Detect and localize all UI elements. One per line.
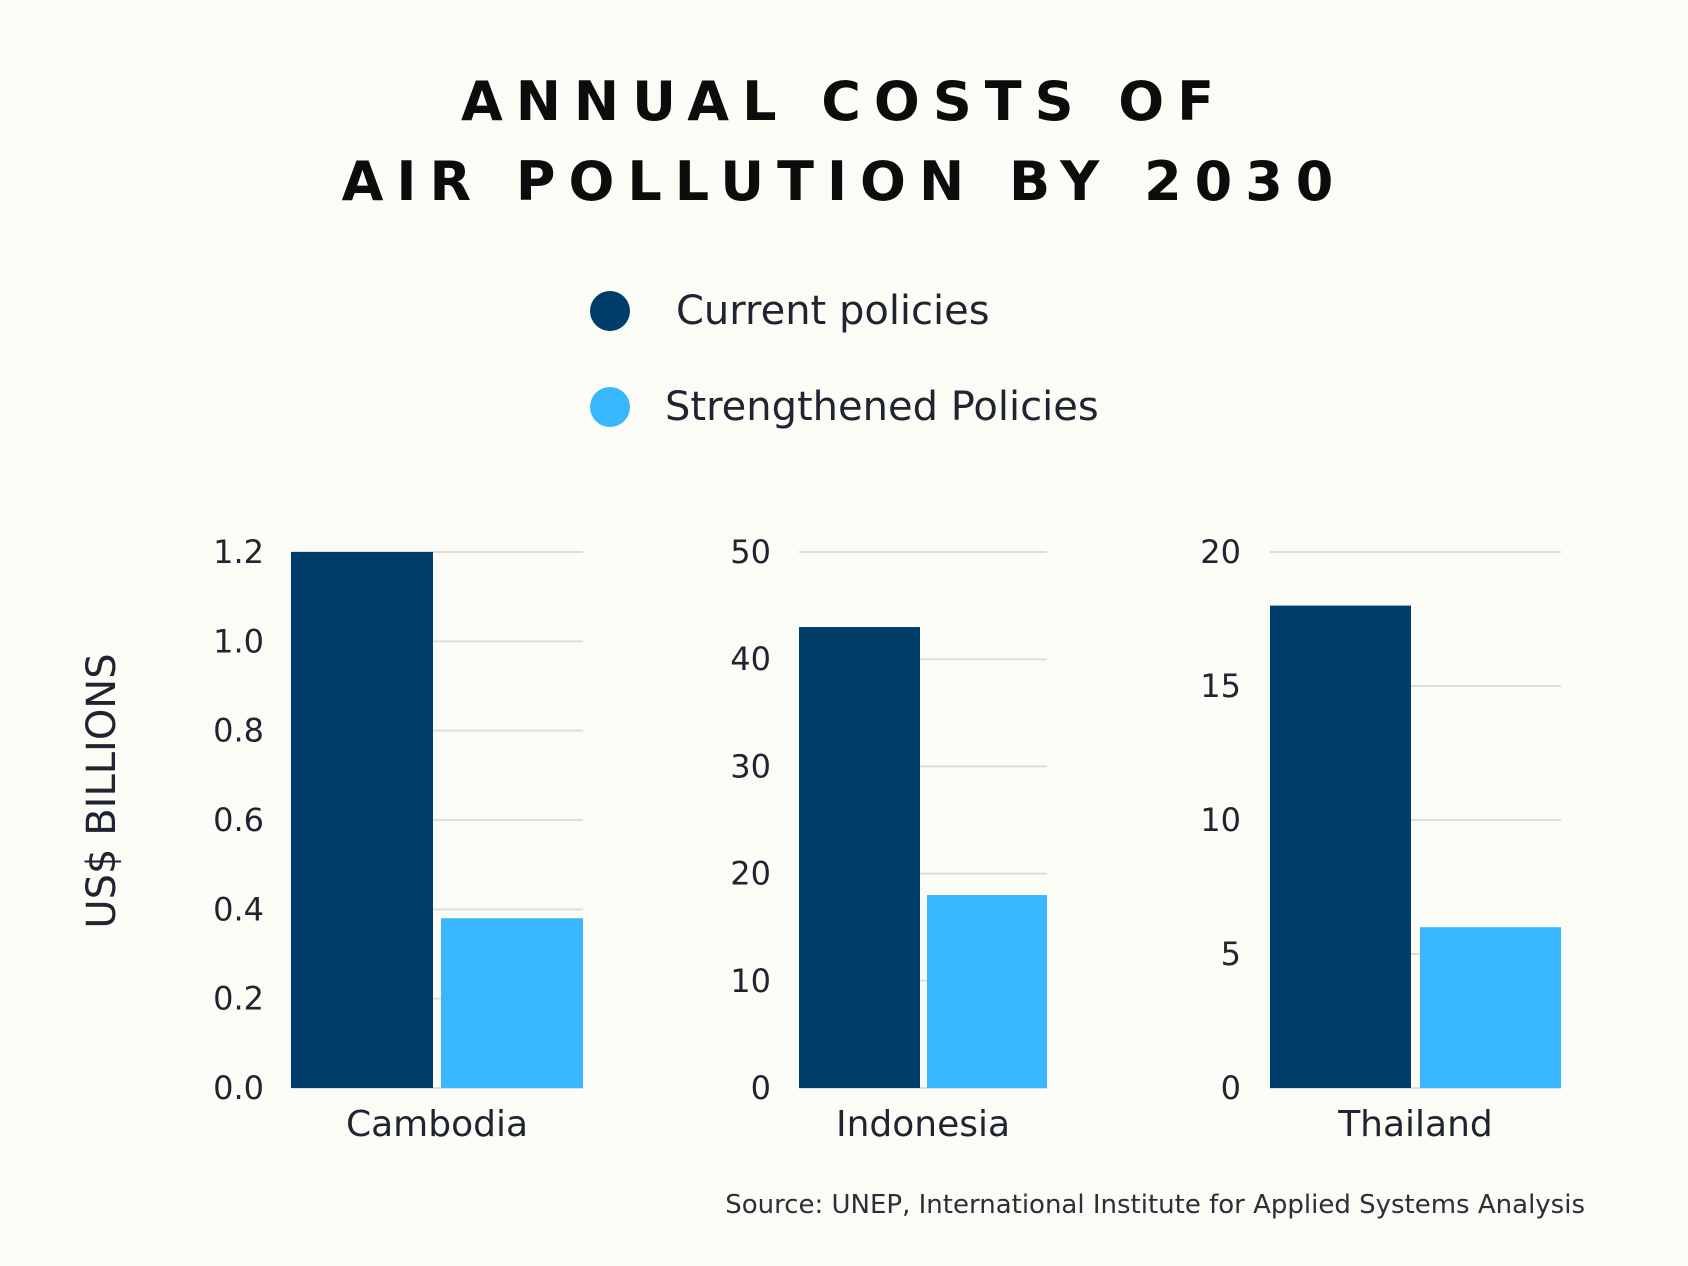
- legend-label-strengthened: Strengthened Policies: [665, 384, 1099, 430]
- y-axis-label: US$ BILLIONS: [79, 653, 125, 928]
- y-tick-label: 50: [730, 533, 771, 571]
- y-tick-label: 10: [730, 962, 771, 1000]
- legend-swatch-strengthened: [590, 387, 630, 427]
- y-tick-label: 15: [1200, 667, 1241, 705]
- legend-item-strengthened: Strengthened Policies: [590, 384, 1099, 430]
- y-tick-label: 0: [1221, 1069, 1241, 1107]
- chart-title: ANNUAL COSTS OF AIR POLLUTION BY 2030: [0, 62, 1688, 222]
- y-tick-label: 30: [730, 747, 771, 785]
- y-tick-label: 10: [1200, 801, 1241, 839]
- y-tick-label: 0.0: [213, 1069, 264, 1107]
- bar-strengthened-cambodia: [441, 918, 583, 1088]
- x-category-label: Indonesia: [836, 1104, 1010, 1145]
- y-tick-label: 20: [730, 855, 771, 893]
- y-tick-label: 0.4: [213, 890, 264, 928]
- legend-swatch-current: [590, 291, 630, 331]
- legend-label-current: Current policies: [676, 288, 990, 334]
- bar-current-indonesia: [799, 627, 920, 1088]
- y-tick-label: 40: [730, 640, 771, 678]
- x-category-label: Thailand: [1337, 1104, 1493, 1145]
- y-tick-label: 0.6: [213, 801, 264, 839]
- bar-current-cambodia: [291, 552, 433, 1088]
- y-tick-label: 5: [1221, 935, 1241, 973]
- y-tick-label: 20: [1200, 533, 1241, 571]
- y-tick-label: 0: [751, 1069, 771, 1107]
- legend-item-current: Current policies: [590, 288, 990, 334]
- x-category-label: Cambodia: [346, 1104, 528, 1145]
- y-tick-label: 1.2: [213, 533, 264, 571]
- y-tick-label: 1.0: [213, 622, 264, 660]
- bar-current-thailand: [1270, 605, 1411, 1088]
- source-note: Source: UNEP, International Institute fo…: [725, 1190, 1585, 1220]
- y-tick-label: 0.2: [213, 980, 264, 1018]
- title-line-1: ANNUAL COSTS OF: [460, 70, 1228, 133]
- title-line-2: AIR POLLUTION BY 2030: [341, 150, 1347, 213]
- bar-strengthened-indonesia: [927, 895, 1047, 1088]
- y-tick-label: 0.8: [213, 712, 264, 750]
- bar-strengthened-thailand: [1420, 927, 1561, 1088]
